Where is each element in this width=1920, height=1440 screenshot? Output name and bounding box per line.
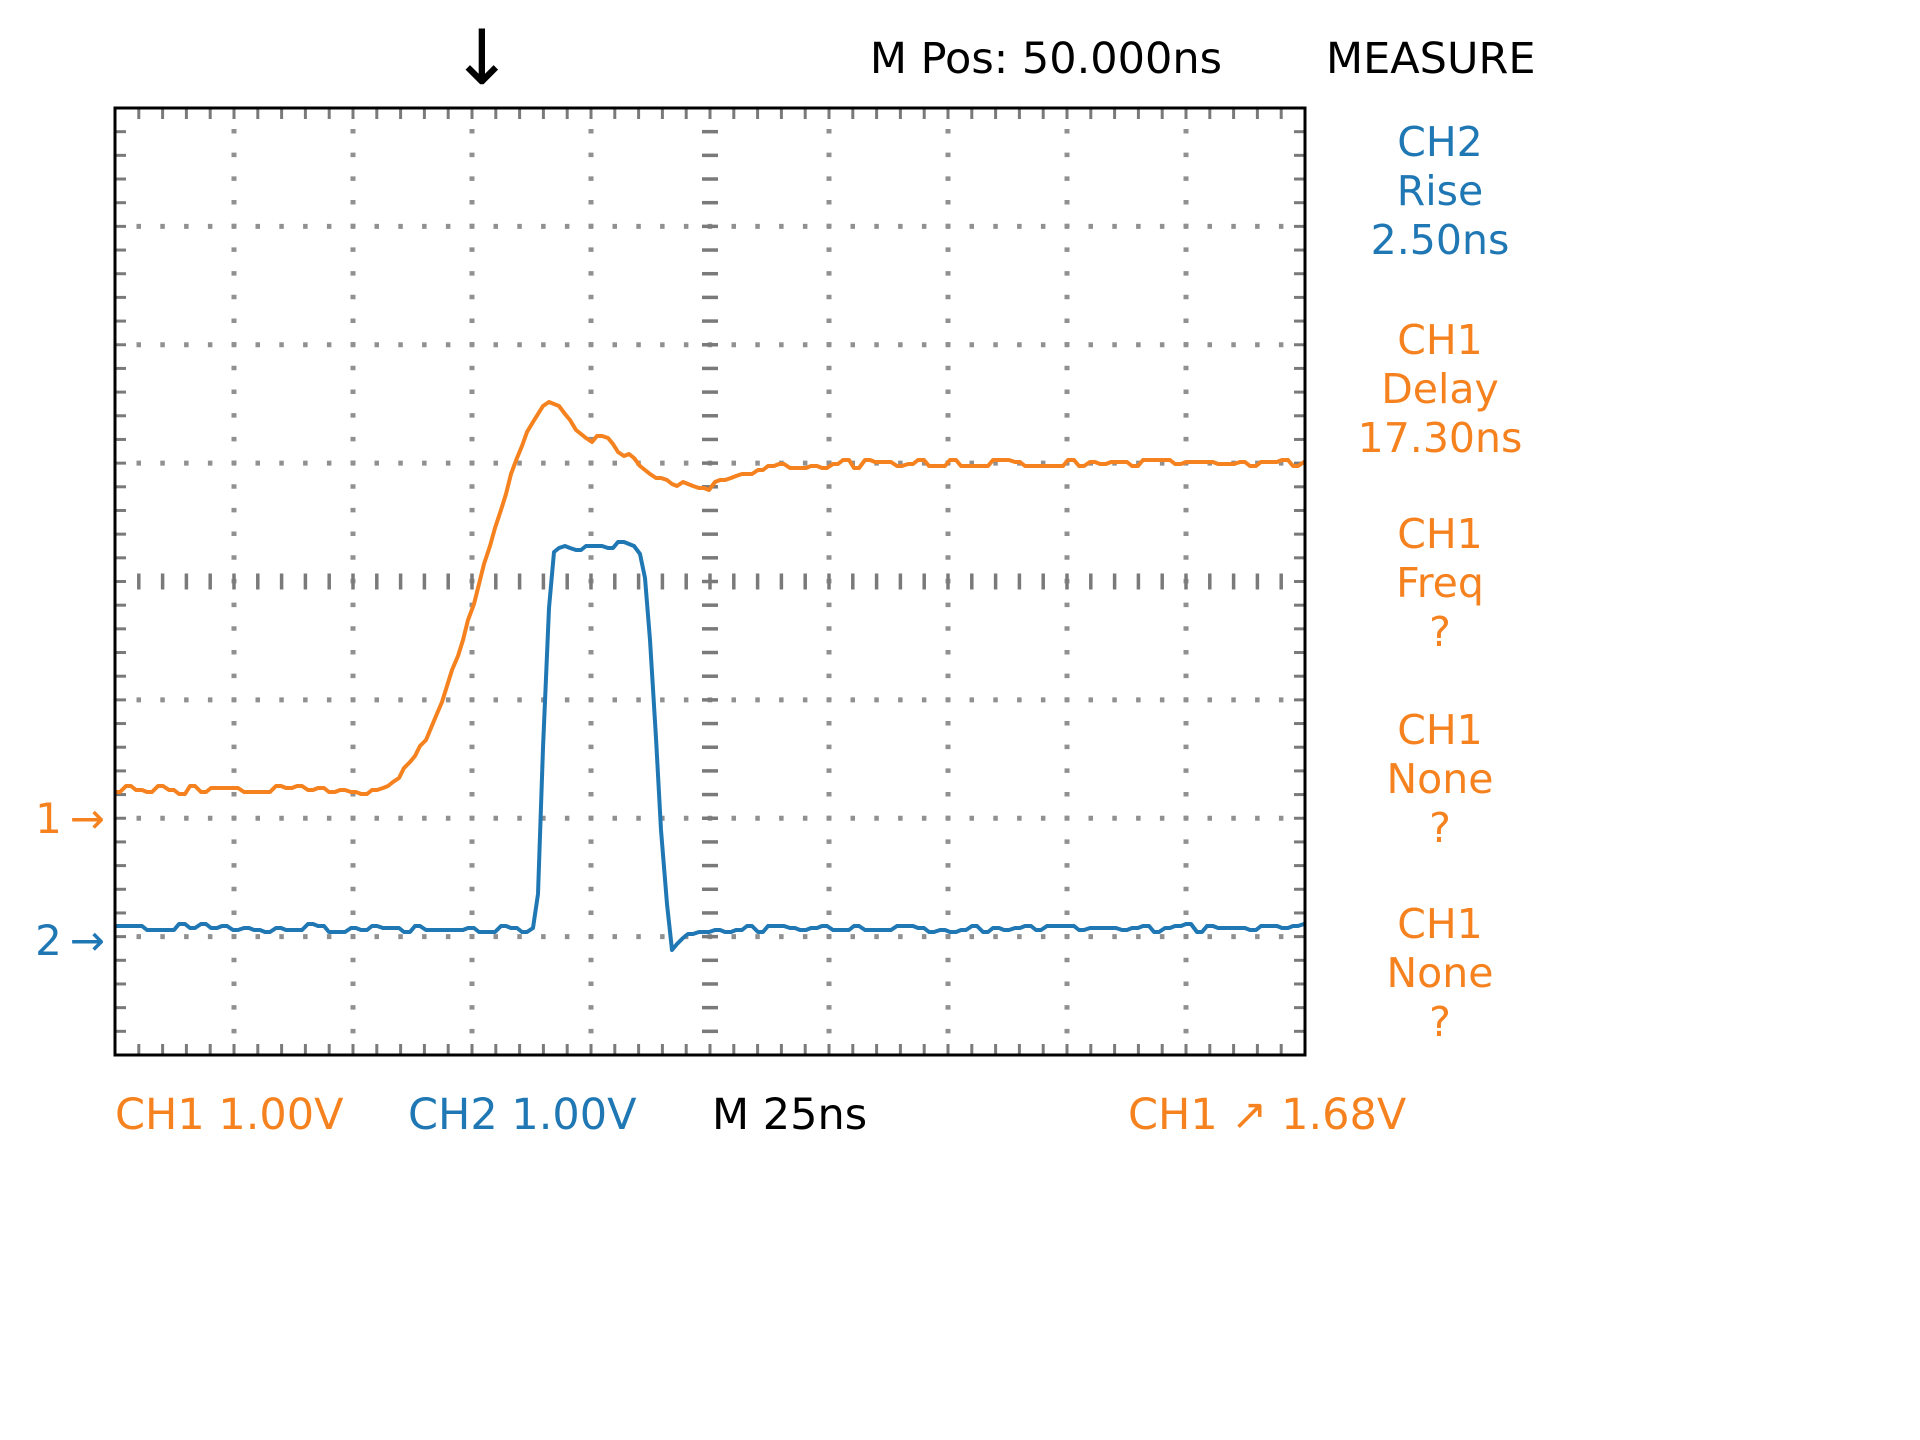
trigger-position-arrow-icon: ↓ — [450, 13, 514, 102]
measurement-source: CH1 — [1397, 706, 1483, 754]
measurement-readout-ch1-none-1: CH1 None ? — [1308, 706, 1572, 853]
measurement-readout-ch2-rise: CH2 Rise 2.50ns — [1308, 118, 1572, 265]
measurement-value: ? — [1429, 804, 1451, 852]
measurement-type: None — [1386, 949, 1494, 997]
ch1-scale-readout: CH1 1.00V — [115, 1090, 344, 1140]
measurement-type: Freq — [1396, 559, 1484, 607]
measurement-readout-ch1-delay: CH1 Delay 17.30ns — [1308, 316, 1572, 463]
channel-number: 2 — [35, 915, 62, 965]
measurement-type: Delay — [1381, 365, 1499, 413]
timebase-readout: M 25ns — [712, 1090, 868, 1140]
graticule-grid — [115, 108, 1305, 1055]
measurement-value: ? — [1429, 998, 1451, 1046]
measurement-source: CH2 — [1397, 118, 1483, 166]
horizontal-position-readout: M Pos: 50.000ns — [869, 34, 1222, 84]
measurement-source: CH1 — [1397, 316, 1483, 364]
measurement-readout-ch1-none-2: CH1 None ? — [1308, 900, 1572, 1047]
measurement-readout-ch1-freq: CH1 Freq ? — [1308, 510, 1572, 657]
ch1-ground-marker: 1 → — [0, 791, 108, 845]
measurement-source: CH1 — [1397, 510, 1483, 558]
measurement-type: Rise — [1396, 167, 1484, 215]
graticule-border — [113, 106, 1307, 1057]
ch1-waveform-trace — [114, 400, 1306, 796]
right-arrow-icon: → — [69, 915, 105, 965]
ch2-scale-readout: CH2 1.00V — [408, 1090, 637, 1140]
ch2-ground-marker: 2 → — [0, 913, 108, 967]
measurement-type: None — [1386, 755, 1494, 803]
measurement-value: ? — [1429, 608, 1451, 656]
measurement-value: 17.30ns — [1357, 414, 1523, 462]
measurement-source: CH1 — [1397, 900, 1483, 948]
measure-menu-title: MEASURE — [1326, 34, 1536, 84]
right-arrow-icon: → — [69, 793, 105, 843]
channel-number: 1 — [35, 793, 62, 843]
ch2-waveform-trace — [114, 540, 1306, 952]
trigger-readout: CH1 ↗ 1.68V — [1128, 1090, 1407, 1140]
measurement-value: 2.50ns — [1370, 216, 1510, 264]
